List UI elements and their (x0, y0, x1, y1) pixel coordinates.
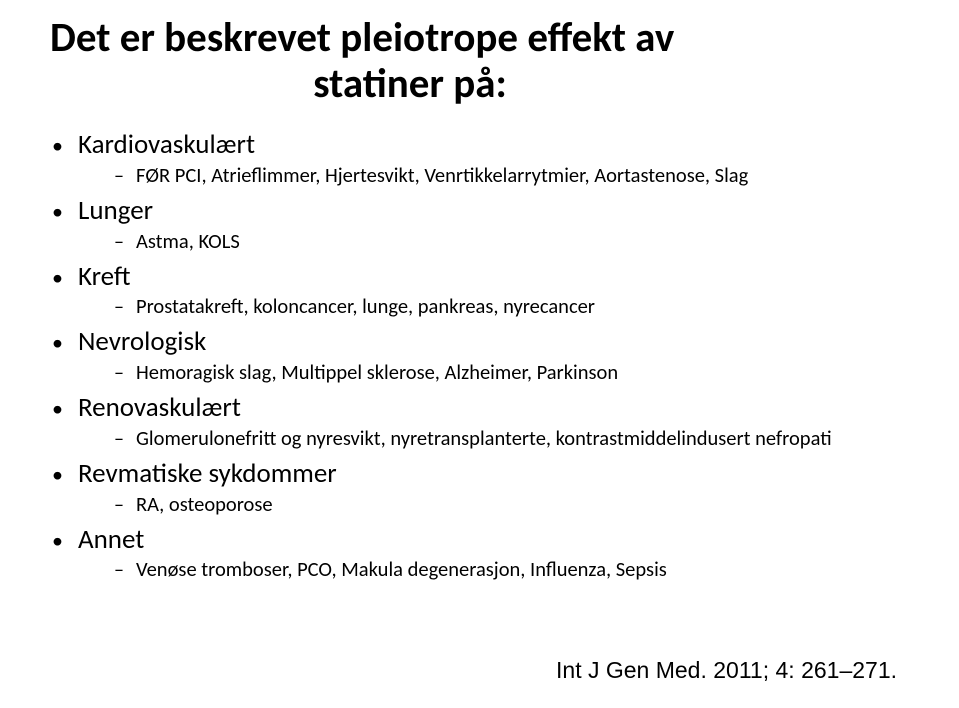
bullet-icon: • (50, 329, 78, 357)
bullet-list: • Kardiovaskulært – FØR PCI, Atrieflimme… (50, 128, 919, 584)
item-label: Kardiovaskulært (78, 128, 255, 162)
sub-label: Hemoragisk slag, Multippel sklerose, Alz… (136, 359, 618, 387)
bullet-icon: • (50, 264, 78, 292)
title-line-2: statiner på: (50, 62, 770, 108)
dash-icon: – (114, 163, 136, 190)
item-label: Renovaskulært (78, 391, 241, 425)
content-area: • Kardiovaskulært – FØR PCI, Atrieflimme… (50, 128, 919, 588)
sub-label: Prostatakreft, koloncancer, lunge, pankr… (136, 293, 595, 321)
bullet-icon: • (50, 395, 78, 423)
sub-label: Astma, KOLS (136, 228, 240, 256)
sub-label: Venøse tromboser, PCO, Makula degenerasj… (136, 556, 667, 584)
bullet-icon: • (50, 461, 78, 489)
sub-item: – Glomerulonefritt og nyresvikt, nyretra… (114, 425, 919, 453)
list-item: • Kreft – Prostatakreft, koloncancer, lu… (50, 260, 919, 322)
dash-icon: – (114, 294, 136, 321)
item-label: Annet (78, 523, 144, 557)
title-banner: Det er beskrevet pleiotrope effekt av st… (20, 12, 800, 118)
dash-icon: – (114, 557, 136, 584)
bullet-icon: • (50, 198, 78, 226)
list-item: • Nevrologisk – Hemoragisk slag, Multipp… (50, 325, 919, 387)
list-item: • Lunger – Astma, KOLS (50, 194, 919, 256)
dash-icon: – (114, 360, 136, 387)
item-label: Lunger (78, 194, 153, 228)
sub-label: RA, osteoporose (136, 491, 273, 519)
bullet-icon: • (50, 527, 78, 555)
bullet-icon: • (50, 132, 78, 160)
sub-item: – Venøse tromboser, PCO, Makula degenera… (114, 556, 919, 584)
dash-icon: – (114, 229, 136, 256)
item-label: Nevrologisk (78, 325, 206, 359)
sub-item: – RA, osteoporose (114, 491, 919, 519)
sub-label: FØR PCI, Atrieflimmer, Hjertesvikt, Venr… (136, 162, 748, 190)
sub-item: – Astma, KOLS (114, 228, 919, 256)
item-label: Revmatiske sykdommer (78, 457, 337, 491)
list-item: • Revmatiske sykdommer – RA, osteoporose (50, 457, 919, 519)
dash-icon: – (114, 492, 136, 519)
sub-label: Glomerulonefritt og nyresvikt, nyretrans… (136, 425, 832, 453)
list-item: • Kardiovaskulært – FØR PCI, Atrieflimme… (50, 128, 919, 190)
list-item: • Annet – Venøse tromboser, PCO, Makula … (50, 523, 919, 585)
list-item: • Renovaskulært – Glomerulonefritt og ny… (50, 391, 919, 453)
sub-item: – FØR PCI, Atrieflimmer, Hjertesvikt, Ve… (114, 162, 919, 190)
sub-item: – Prostatakreft, koloncancer, lunge, pan… (114, 293, 919, 321)
item-label: Kreft (78, 260, 130, 294)
citation: Int J Gen Med. 2011; 4: 261–271. (556, 657, 897, 684)
dash-icon: – (114, 426, 136, 453)
title-line-1: Det er beskrevet pleiotrope effekt av (50, 16, 770, 62)
sub-item: – Hemoragisk slag, Multippel sklerose, A… (114, 359, 919, 387)
